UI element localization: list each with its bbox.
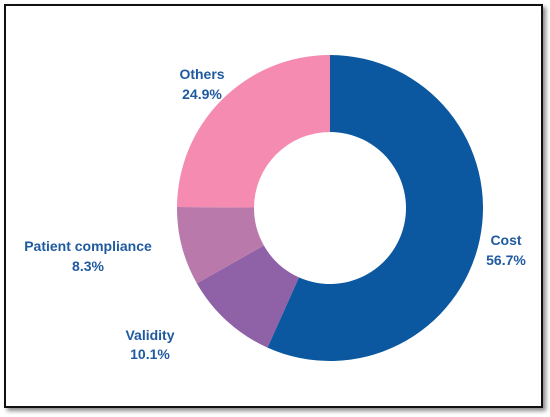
slice-label-cost-name: Cost	[490, 232, 521, 248]
donut-slices	[177, 55, 484, 362]
slice-label-validity-name: Validity	[125, 327, 174, 343]
slice-label-others-name: Others	[179, 66, 224, 82]
slice-cost	[267, 55, 484, 362]
slice-label-validity: Validity 10.1%	[125, 327, 174, 362]
slice-label-patient-compliance-value: 8.3%	[72, 258, 104, 274]
slice-label-validity-value: 10.1%	[130, 346, 170, 362]
slice-label-patient-compliance: Patient compliance 8.3%	[24, 238, 152, 274]
slice-others	[177, 55, 330, 208]
slice-label-cost: Cost 56.7%	[486, 232, 526, 268]
slice-label-patient-compliance-name: Patient compliance	[24, 238, 152, 254]
slice-patient-compliance	[177, 207, 264, 284]
slice-label-others: Others 24.9%	[179, 66, 224, 102]
slice-label-cost-value: 56.7%	[486, 252, 526, 268]
slice-validity	[196, 245, 299, 348]
slice-label-others-value: 24.9%	[182, 86, 222, 102]
